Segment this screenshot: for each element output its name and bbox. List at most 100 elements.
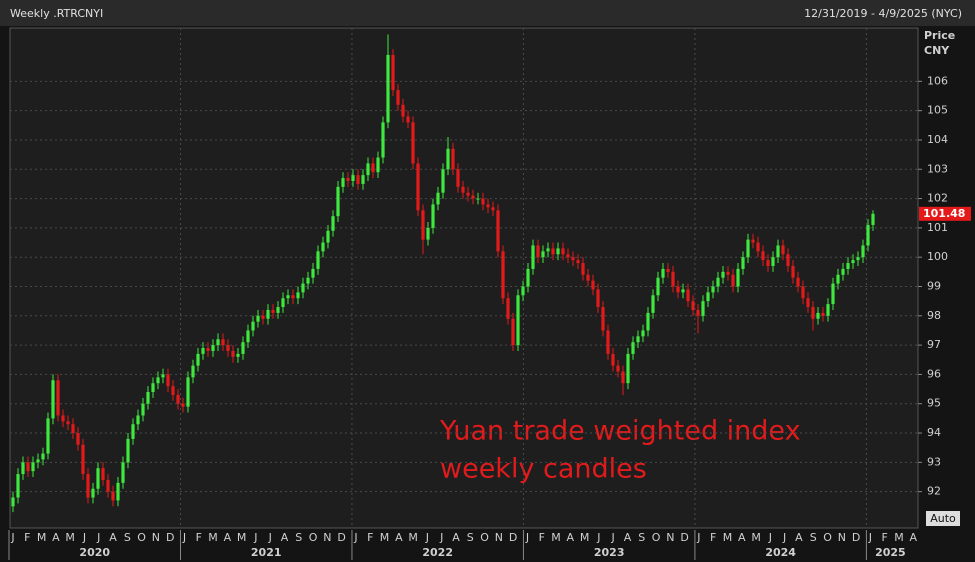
candle-body <box>396 90 400 105</box>
x-tick-label: S <box>638 531 645 544</box>
candle-body <box>251 321 255 331</box>
candle-body <box>256 315 260 322</box>
x-tick-label: A <box>109 531 117 544</box>
x-tick-label: A <box>452 531 460 544</box>
candle-body <box>521 286 525 296</box>
candle-body <box>216 339 220 346</box>
x-tick-label: J <box>353 531 357 544</box>
candle-body <box>681 289 685 293</box>
x-tick-label: A <box>738 531 746 544</box>
x-tick-label: J <box>425 531 429 544</box>
candle-body <box>536 245 540 258</box>
candle-body <box>756 242 760 252</box>
candle-body <box>181 403 185 407</box>
x-tick-label: F <box>196 531 202 544</box>
x-tick-label: M <box>65 531 75 544</box>
candle-body <box>741 257 745 269</box>
candle-body <box>611 353 615 366</box>
candle-body <box>781 245 785 255</box>
candle-body <box>301 283 305 293</box>
candle-body <box>591 280 595 290</box>
candle-body <box>176 394 180 404</box>
scale-mode-box[interactable] <box>926 511 960 526</box>
candle-body <box>281 298 285 308</box>
candle-body <box>31 462 35 472</box>
candle-body <box>86 474 90 498</box>
candle-body <box>401 104 405 117</box>
y-tick-label: 104 <box>927 133 948 146</box>
candle-body <box>861 245 865 258</box>
date-range: 12/31/2019 - 4/9/2025 (NYC) <box>804 7 962 20</box>
x-tick-label: S <box>124 531 131 544</box>
y-tick-label: 101 <box>927 221 948 234</box>
scale-mode[interactable]: Auto <box>930 512 956 525</box>
candle-body <box>296 292 300 299</box>
year-label: 2021 <box>251 546 282 559</box>
candle-body <box>661 268 665 278</box>
candle-body <box>606 330 610 354</box>
candle-body <box>116 482 120 501</box>
candle-body <box>646 312 650 331</box>
candle-body <box>471 195 475 199</box>
y-tick-label: 96 <box>927 367 941 380</box>
x-tick-label: N <box>323 531 331 544</box>
candle-body <box>231 350 235 357</box>
candle-body <box>816 312 820 319</box>
y-tick-label: 95 <box>927 397 941 410</box>
candle-body <box>826 304 830 316</box>
year-label: 2025 <box>875 546 906 559</box>
y-tick-label: 98 <box>927 309 941 322</box>
candle-body <box>836 274 840 284</box>
candle-body <box>416 163 420 211</box>
candle-body <box>101 468 105 480</box>
candle-body <box>506 298 510 319</box>
candle-body <box>161 374 165 378</box>
candle-body <box>526 268 530 287</box>
candle-body <box>871 213 875 225</box>
year-label: 2020 <box>79 546 110 559</box>
candle-body <box>791 265 795 278</box>
candle-body <box>126 438 130 463</box>
x-tick-label: J <box>182 531 186 544</box>
candle-body <box>236 353 240 357</box>
candle-body <box>481 198 485 205</box>
candle-body <box>626 353 630 384</box>
candle-body <box>686 289 690 302</box>
x-tick-label: A <box>281 531 289 544</box>
y-tick-label: 99 <box>927 279 941 292</box>
candle-body <box>571 257 575 261</box>
candle-body <box>376 157 380 173</box>
candle-body <box>111 491 115 501</box>
x-tick-label: J <box>611 531 615 544</box>
x-tick-label: A <box>52 531 60 544</box>
x-tick-label: J <box>10 531 14 544</box>
x-tick-label: S <box>467 531 474 544</box>
candle-body <box>866 224 870 246</box>
x-tick-label: M <box>37 531 47 544</box>
x-tick-label: A <box>910 531 918 544</box>
y-tick-label: 105 <box>927 104 948 117</box>
x-tick-label: J <box>96 531 100 544</box>
candle-body <box>751 239 755 243</box>
x-tick-label: M <box>580 531 590 544</box>
candle-body <box>411 122 415 164</box>
x-tick-label: D <box>852 531 860 544</box>
candle-body <box>156 377 160 384</box>
candle-body <box>261 315 265 319</box>
candle-body <box>131 424 135 439</box>
candle-body <box>566 254 570 258</box>
candle-body <box>331 216 335 231</box>
x-tick-label: M <box>894 531 904 544</box>
x-tick-label: D <box>680 531 688 544</box>
x-tick-label: N <box>495 531 503 544</box>
last-price-tag <box>919 206 971 221</box>
header-bar <box>0 0 975 26</box>
x-tick-label: D <box>337 531 345 544</box>
x-tick-label: J <box>696 531 700 544</box>
candle-body <box>656 277 660 296</box>
candle-body <box>776 245 780 258</box>
x-tick-label: F <box>710 531 716 544</box>
x-tick-label: M <box>237 531 247 544</box>
candle-body <box>811 307 815 319</box>
